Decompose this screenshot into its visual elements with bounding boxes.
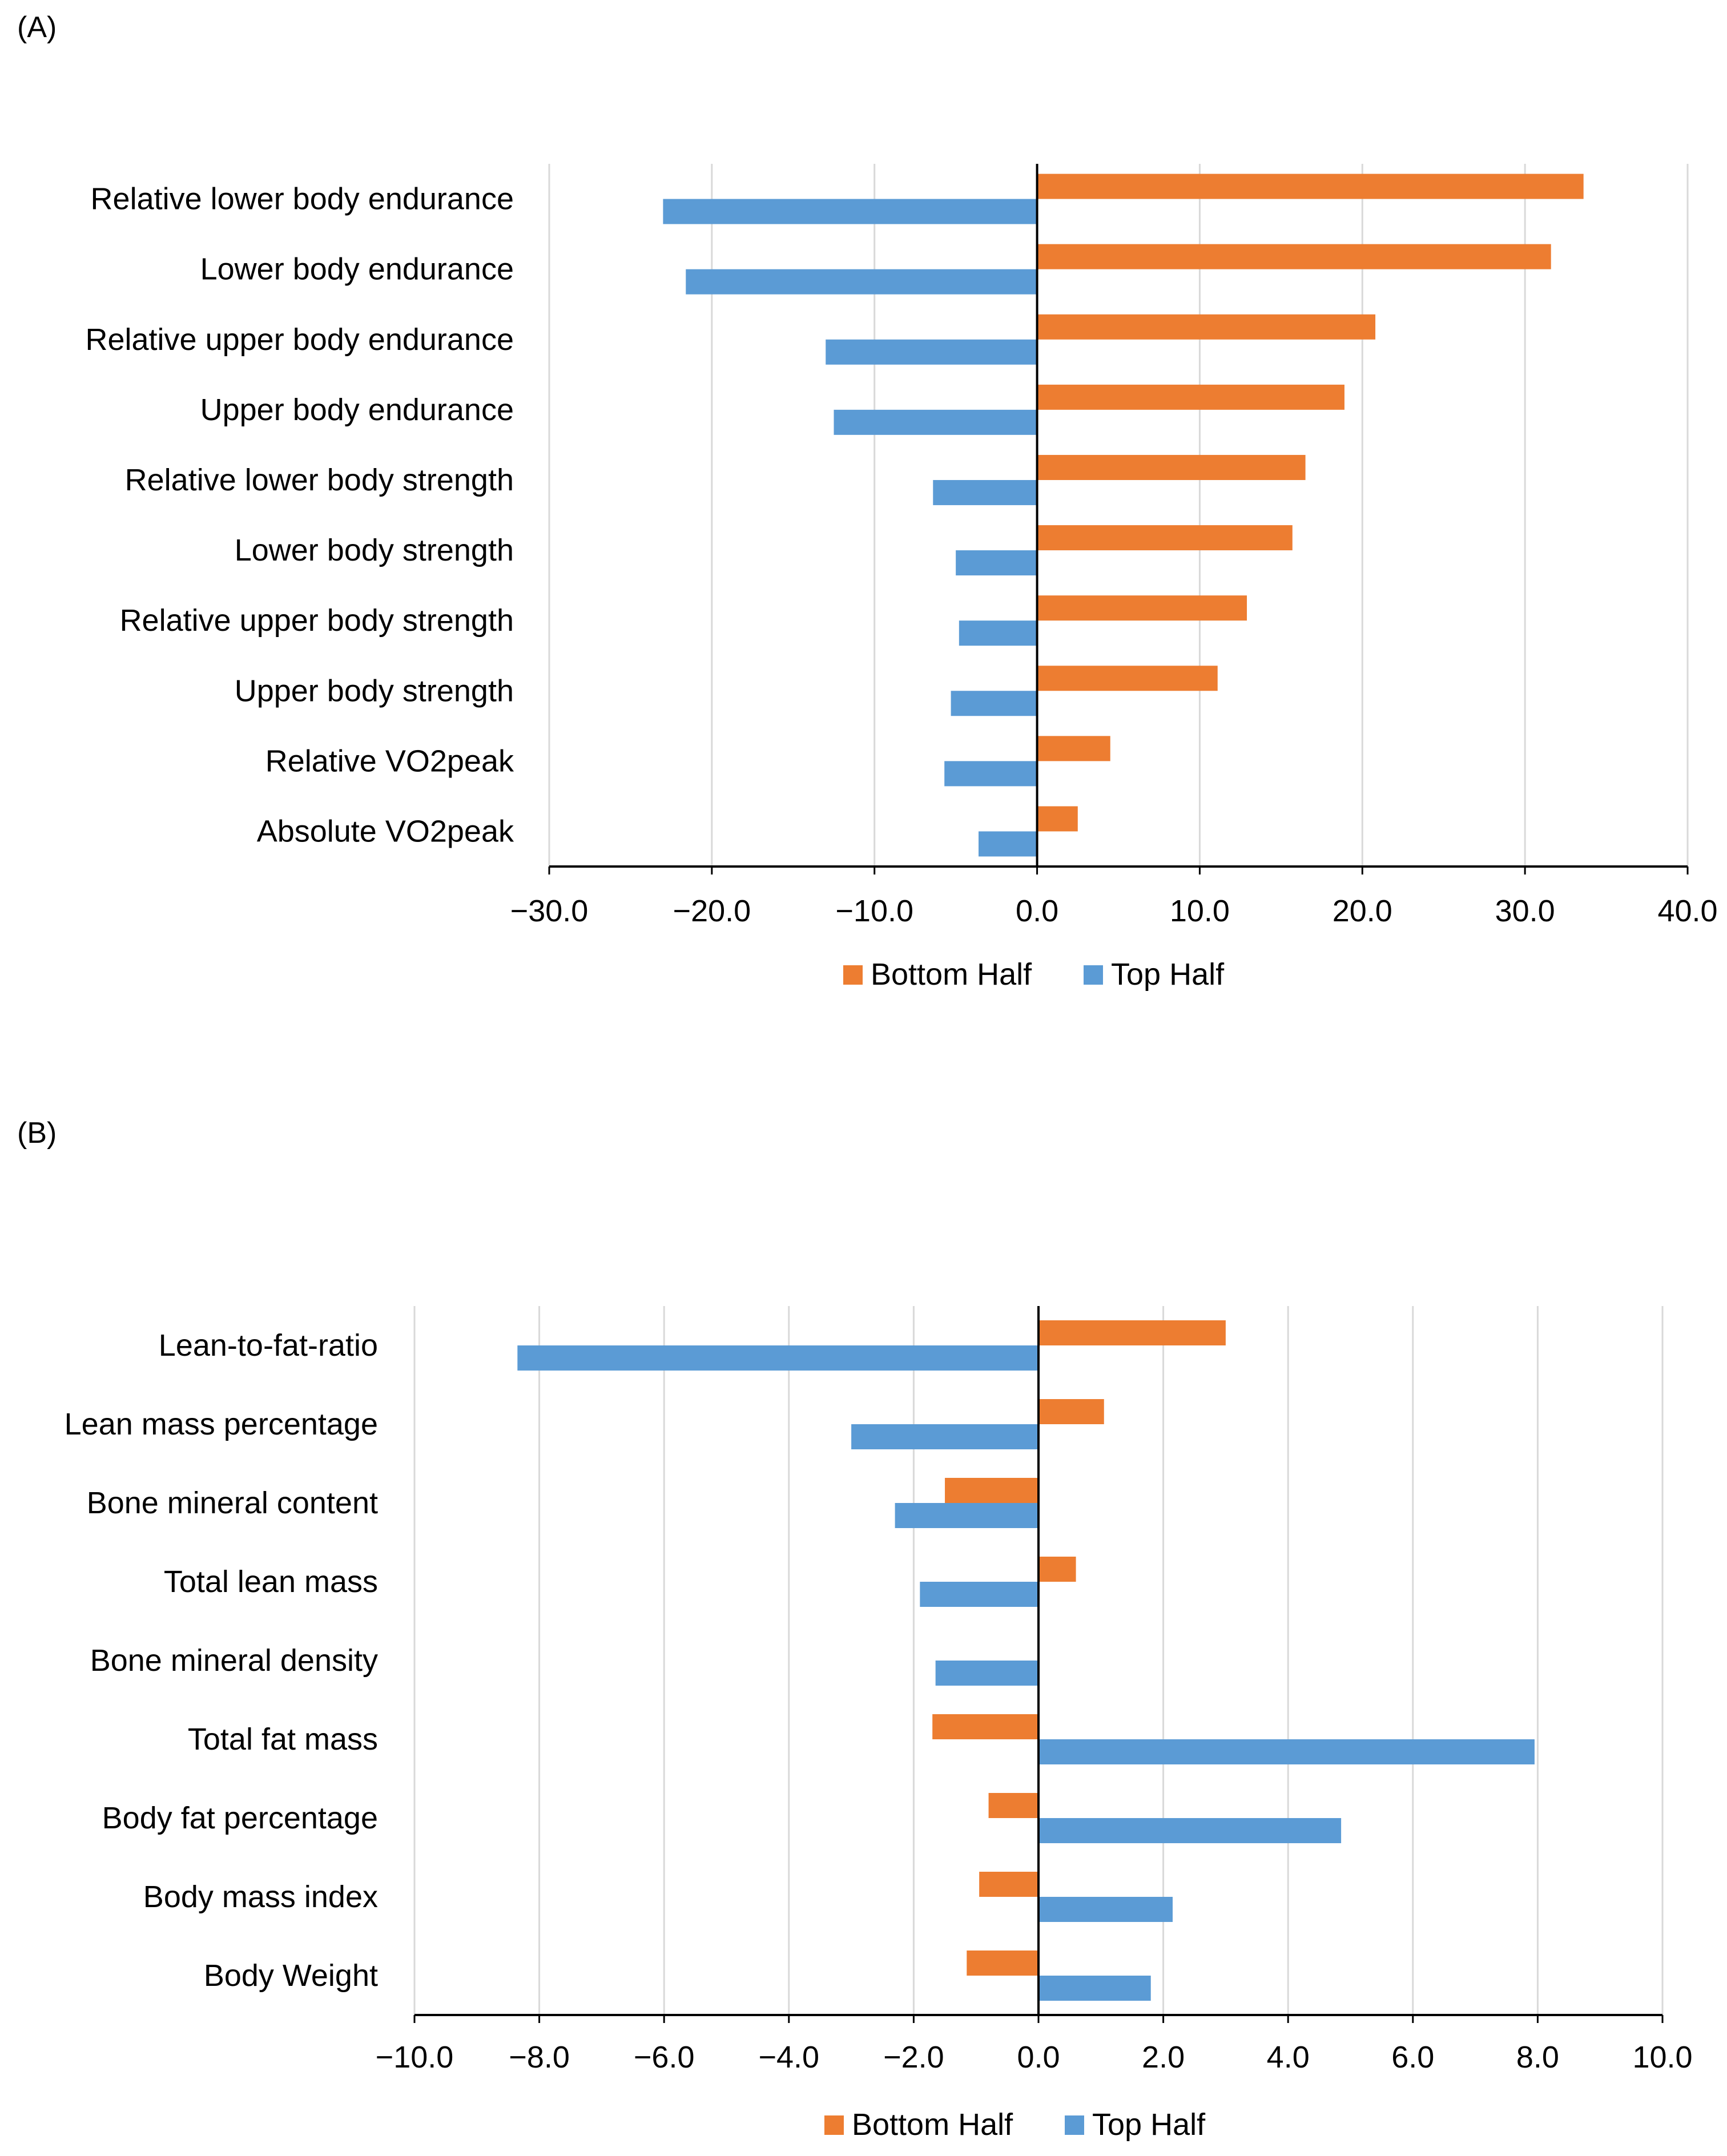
bar-top-half-relative-lower-body-strength xyxy=(933,479,1037,505)
category-label-relative-upper-body-strength: Relative upper body strength xyxy=(120,603,514,638)
panel-label-b: (B) xyxy=(17,1117,57,1150)
bar-bottom-half-body-weight xyxy=(967,1951,1038,1976)
legend-label-bottom-half: Bottom Half xyxy=(871,957,1032,992)
x-tick-label: 0.0 xyxy=(1016,894,1058,928)
x-tick-label: 20.0 xyxy=(1333,894,1392,928)
bar-bottom-half-lean-mass-percentage xyxy=(1038,1399,1104,1424)
x-tick-label: 4.0 xyxy=(1267,2040,1310,2074)
x-tick-label: −10.0 xyxy=(835,894,913,928)
bar-bottom-half-body-mass-index xyxy=(979,1872,1038,1897)
x-tick-label: 10.0 xyxy=(1632,2040,1692,2074)
bar-bottom-half-upper-body-endurance xyxy=(1037,384,1344,410)
bar-bottom-half-total-lean-mass xyxy=(1038,1557,1076,1582)
category-label-relative-lower-body-endurance: Relative lower body endurance xyxy=(91,182,514,216)
bar-bottom-half-absolute-vo2peak xyxy=(1037,806,1078,832)
category-label-total-fat-mass: Total fat mass xyxy=(188,1722,378,1756)
bar-bottom-half-relative-vo2peak xyxy=(1037,736,1110,761)
category-label-upper-body-endurance: Upper body endurance xyxy=(200,393,514,427)
legend-label-top-half: Top Half xyxy=(1111,957,1225,992)
x-tick-label: −4.0 xyxy=(758,2040,819,2074)
category-label-relative-upper-body-endurance: Relative upper body endurance xyxy=(85,323,514,357)
bar-top-half-bone-mineral-density xyxy=(935,1661,1038,1686)
bar-bottom-half-upper-body-strength xyxy=(1037,666,1218,691)
bar-top-half-lean-to-fat-ratio xyxy=(517,1345,1038,1371)
bar-top-half-relative-lower-body-endurance xyxy=(663,199,1037,224)
x-tick-label: 10.0 xyxy=(1170,894,1230,928)
x-tick-label: 40.0 xyxy=(1657,894,1717,928)
x-tick-label: −30.0 xyxy=(510,894,589,928)
bar-top-half-relative-upper-body-endurance xyxy=(826,339,1037,365)
category-label-bone-mineral-density: Bone mineral density xyxy=(90,1643,378,1678)
legend-swatch-bottom-half xyxy=(843,965,863,985)
legend-swatch-top-half xyxy=(1084,965,1103,985)
x-tick-label: −2.0 xyxy=(883,2040,944,2074)
category-label-total-lean-mass: Total lean mass xyxy=(164,1565,378,1599)
legend-swatch-top-half xyxy=(1065,2115,1084,2135)
x-tick-label: 30.0 xyxy=(1495,894,1555,928)
bar-top-half-lower-body-strength xyxy=(956,550,1037,576)
category-label-lean-to-fat-ratio: Lean-to-fat-ratio xyxy=(159,1328,378,1363)
category-label-upper-body-strength: Upper body strength xyxy=(235,674,514,708)
category-label-body-mass-index: Body mass index xyxy=(143,1880,378,1914)
category-label-bone-mineral-content: Bone mineral content xyxy=(87,1486,378,1520)
bar-top-half-lean-mass-percentage xyxy=(851,1424,1038,1449)
legend-label-bottom-half: Bottom Half xyxy=(852,2107,1013,2142)
legend-label-top-half: Top Half xyxy=(1092,2107,1206,2142)
bar-top-half-body-mass-index xyxy=(1038,1897,1173,1922)
bar-bottom-half-lower-body-endurance xyxy=(1037,244,1551,269)
chart-b-body-composition: Lean-to-fat-ratio Lean mass percentage Bon… xyxy=(65,1306,1693,2142)
category-label-relative-vo2peak: Relative VO2peak xyxy=(265,744,514,778)
bar-bottom-half-total-fat-mass xyxy=(932,1714,1038,1739)
x-tick-label: 0.0 xyxy=(1017,2040,1060,2074)
bar-bottom-half-lower-body-strength xyxy=(1037,525,1293,551)
bar-bottom-half-relative-lower-body-strength xyxy=(1037,454,1306,480)
x-tick-label: −20.0 xyxy=(673,894,751,928)
chart-a-top-bottom-half-fitness: Relative lower body endurance Lower body … xyxy=(85,164,1718,992)
panel-label-a: (A) xyxy=(17,11,57,44)
bar-bottom-half-bone-mineral-content xyxy=(945,1478,1038,1503)
x-tick-label: 6.0 xyxy=(1391,2040,1434,2074)
category-label-body-fat-percentage: Body fat percentage xyxy=(102,1801,378,1835)
bar-top-half-total-lean-mass xyxy=(920,1582,1038,1607)
category-label-lean-mass-percentage: Lean mass percentage xyxy=(65,1407,378,1441)
bar-bottom-half-relative-lower-body-endurance xyxy=(1037,174,1584,199)
category-label-body-weight: Body Weight xyxy=(204,1958,378,1993)
bar-top-half-upper-body-endurance xyxy=(834,409,1037,435)
bar-top-half-relative-upper-body-strength xyxy=(959,620,1037,646)
category-label-absolute-vo2peak: Absolute VO2peak xyxy=(257,814,514,848)
bar-top-half-absolute-vo2peak xyxy=(979,831,1037,857)
bar-top-half-relative-vo2peak xyxy=(944,761,1037,787)
bar-bottom-half-relative-upper-body-endurance xyxy=(1037,314,1376,340)
bar-top-half-total-fat-mass xyxy=(1038,1739,1535,1764)
bar-top-half-bone-mineral-content xyxy=(895,1503,1038,1528)
x-tick-label: −6.0 xyxy=(634,2040,695,2074)
bar-bottom-half-relative-upper-body-strength xyxy=(1037,595,1247,621)
x-tick-label: −10.0 xyxy=(376,2040,454,2074)
bar-bottom-half-lean-to-fat-ratio xyxy=(1038,1320,1226,1345)
category-label-relative-lower-body-strength: Relative lower body strength xyxy=(125,463,514,497)
category-label-lower-body-endurance: Lower body endurance xyxy=(200,252,514,287)
bar-top-half-body-weight xyxy=(1038,1976,1151,2001)
x-tick-label: 2.0 xyxy=(1142,2040,1185,2074)
x-tick-label: −8.0 xyxy=(509,2040,570,2074)
bar-top-half-body-fat-percentage xyxy=(1038,1818,1342,1843)
category-label-lower-body-strength: Lower body strength xyxy=(235,533,514,567)
bar-top-half-lower-body-endurance xyxy=(686,269,1037,295)
bar-bottom-half-body-fat-percentage xyxy=(988,1793,1038,1818)
bar-top-half-upper-body-strength xyxy=(951,691,1037,716)
legend-swatch-bottom-half xyxy=(824,2115,844,2135)
x-tick-label: 8.0 xyxy=(1516,2040,1559,2074)
